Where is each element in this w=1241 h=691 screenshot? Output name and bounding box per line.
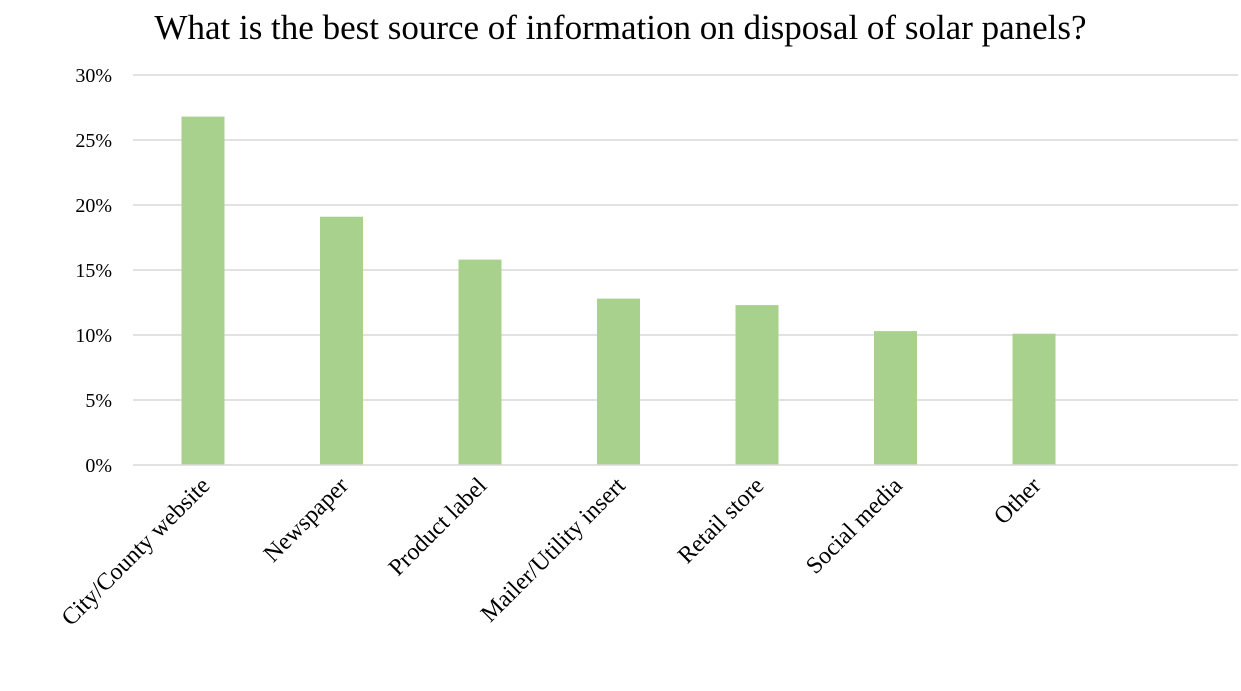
x-category-label: City/County website — [57, 473, 215, 631]
bar — [597, 298, 640, 465]
y-tick-label: 15% — [75, 260, 112, 282]
bar — [458, 259, 502, 465]
bar — [1012, 333, 1056, 465]
y-tick-label: 0% — [85, 455, 112, 477]
bar — [320, 216, 363, 465]
bar — [181, 116, 225, 465]
x-category-label: Other — [989, 473, 1046, 530]
bar — [874, 331, 917, 465]
y-tick-label: 25% — [75, 130, 112, 152]
y-tick-label: 20% — [75, 195, 112, 217]
x-axis-category-labels: City/County website Newspaper Product labe… — [57, 473, 1046, 632]
x-category-label: Newspaper — [259, 473, 354, 568]
x-category-label: Mailer/Utility insert — [476, 473, 631, 628]
y-tick-label: 30% — [75, 65, 112, 87]
bar — [735, 305, 779, 465]
y-tick-label: 5% — [85, 390, 112, 412]
x-category-label: Retail store — [673, 473, 769, 569]
y-tick-label: 10% — [75, 325, 112, 347]
y-axis-tick-labels: 0% 5% 10% 15% 20% 25% 30% — [75, 65, 112, 477]
chart-title: What is the best source of information o… — [154, 8, 1087, 47]
gridlines — [133, 74, 1238, 401]
bars — [181, 116, 1056, 465]
x-category-label: Product label — [384, 473, 493, 582]
x-category-label: Social media — [801, 473, 908, 580]
